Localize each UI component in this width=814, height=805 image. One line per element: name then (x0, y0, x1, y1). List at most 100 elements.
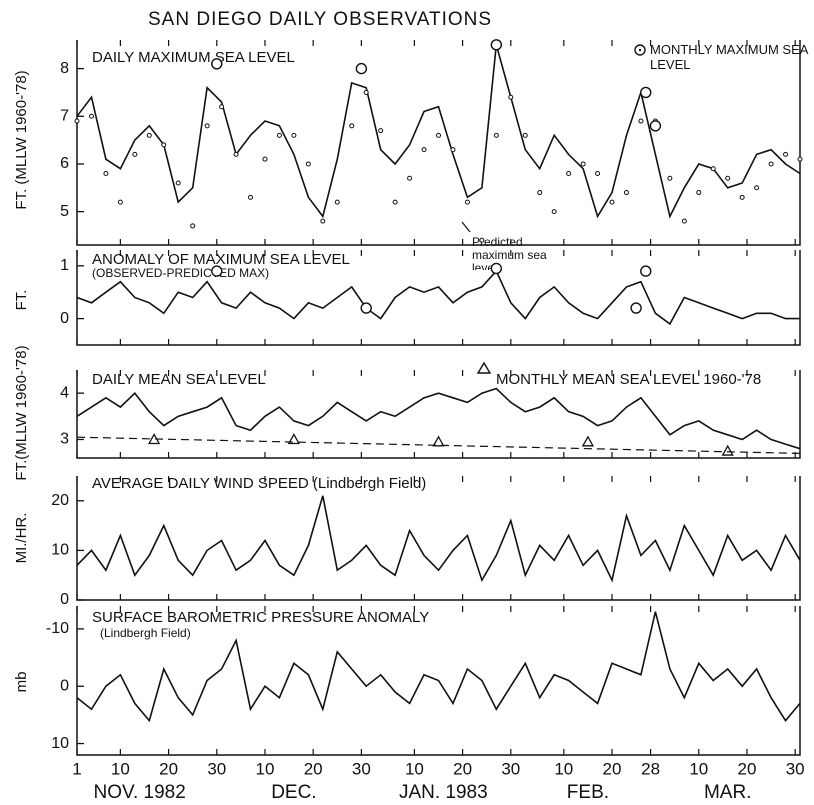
monthly-mean-marker (287, 433, 301, 445)
x-tick-label: 28 (641, 759, 660, 778)
y-tick-label: 10 (51, 735, 69, 752)
predicted-point (580, 161, 586, 167)
monthly-max-marker (630, 302, 642, 314)
predicted-point (609, 199, 615, 205)
x-tick-label: 10 (256, 759, 275, 778)
panel-title: AVERAGE DAILY WIND SPEED (Lindbergh Fiel… (92, 475, 426, 492)
data-line (76, 611, 801, 723)
predicted-point (74, 118, 80, 124)
trend-line (76, 436, 801, 454)
legend-symbol (638, 48, 642, 52)
predicted-point (320, 218, 326, 224)
predicted-point (464, 199, 470, 205)
y-tick-label: 8 (60, 60, 69, 77)
monthly-max-marker (211, 265, 223, 277)
panel-title: DAILY MAXIMUM SEA LEVEL (92, 49, 295, 66)
monthly-max-marker (355, 62, 368, 75)
predicted-point (537, 190, 543, 196)
month-label: JAN. 1983 (399, 782, 488, 803)
panel-frame (76, 370, 801, 459)
panel-frame (76, 606, 801, 756)
predicted-point (638, 118, 644, 124)
predicted-point (623, 190, 629, 196)
predicted-point (378, 128, 384, 134)
predicted-point (493, 132, 499, 138)
predicted-point (334, 199, 340, 205)
y-tick-label: 10 (51, 542, 69, 559)
predicted-point (681, 218, 687, 224)
predicted-point (667, 175, 673, 181)
y-tick-label: -10 (46, 620, 69, 637)
monthly-max-marker (360, 302, 372, 314)
predicted-point (117, 199, 123, 205)
predicted-point (305, 161, 311, 167)
panel-title: DAILY MEAN SEA LEVEL (92, 371, 266, 388)
y-tick-label: 6 (60, 155, 69, 172)
month-label: MAR. (704, 782, 752, 803)
y-tick-label: 0 (60, 591, 69, 608)
panel-subtitle: (Lindbergh Field) (100, 626, 191, 640)
predicted-point (566, 170, 572, 176)
annotation-arrow (461, 221, 471, 233)
predicted-point (739, 194, 745, 200)
x-tick-label: 10 (111, 759, 130, 778)
legend-label: MONTHLY MEAN SEA LEVEL 1960-'78 (496, 371, 761, 388)
x-tick-label: 30 (352, 759, 371, 778)
predicted-point (219, 104, 225, 110)
panel-title: ANOMALY OF MAXIMUM SEA LEVEL (92, 251, 350, 268)
data-line (76, 44, 801, 219)
legend-symbol (634, 44, 646, 56)
predicted-point (710, 166, 716, 172)
x-tick-label: 20 (304, 759, 323, 778)
monthly-max-marker (640, 86, 652, 99)
legend: MONTHLY MAXIMUM SEA LEVEL (650, 42, 808, 72)
predicted-point (204, 123, 210, 129)
predicted-point (450, 147, 456, 153)
panel-subtitle: (OBSERVED-PREDICTED MAX) (92, 266, 269, 280)
x-tick-label: 30 (501, 759, 520, 778)
monthly-mean-marker (721, 444, 734, 456)
monthly-max-marker (640, 265, 652, 277)
month-label: DEC. (271, 782, 316, 803)
predicted-point (132, 151, 138, 157)
x-tick-label: 20 (453, 759, 472, 778)
monthly-max-marker (211, 58, 223, 70)
predicted-point (725, 175, 731, 181)
predicted-point (161, 142, 167, 148)
panel-frame (76, 476, 801, 601)
x-tick-label: 20 (159, 759, 178, 778)
x-tick-label: 10 (405, 759, 424, 778)
y-axis-label: FT.(MLLW 1960-'78) (13, 345, 30, 480)
predicted-point (190, 223, 196, 229)
monthly-mean-marker (432, 435, 445, 447)
predicted-point (421, 147, 427, 153)
y-tick-label: 20 (51, 492, 69, 509)
monthly-max-marker (649, 120, 662, 132)
predicted-point (436, 132, 441, 138)
annotation-label: Predicted maximum sea level (472, 236, 547, 270)
predicted-point (233, 151, 239, 157)
y-tick-label: 3 (60, 431, 69, 448)
predicted-point (88, 113, 94, 119)
predicted-point (276, 132, 282, 138)
month-label: FEB. (567, 782, 609, 803)
data-line (76, 387, 801, 450)
x-tick-label: 20 (738, 759, 757, 778)
predicted-point (262, 156, 268, 162)
monthly-max-marker (490, 262, 503, 275)
panel-frame (76, 40, 801, 246)
x-tick-label: 10 (554, 759, 573, 778)
y-tick-label: 1 (60, 257, 69, 274)
predicted-point (754, 185, 760, 191)
predicted-point (103, 170, 109, 176)
x-tick-label: 1 (72, 759, 81, 778)
annotation: Predicted maximum sea level (472, 236, 547, 270)
predicted-point (291, 132, 297, 138)
predicted-point (696, 190, 702, 196)
predicted-point (768, 161, 774, 167)
y-tick-label: 4 (60, 384, 69, 401)
y-tick-label: 0 (60, 310, 69, 327)
predicted-point (248, 194, 254, 200)
y-tick-label: 5 (60, 203, 69, 220)
